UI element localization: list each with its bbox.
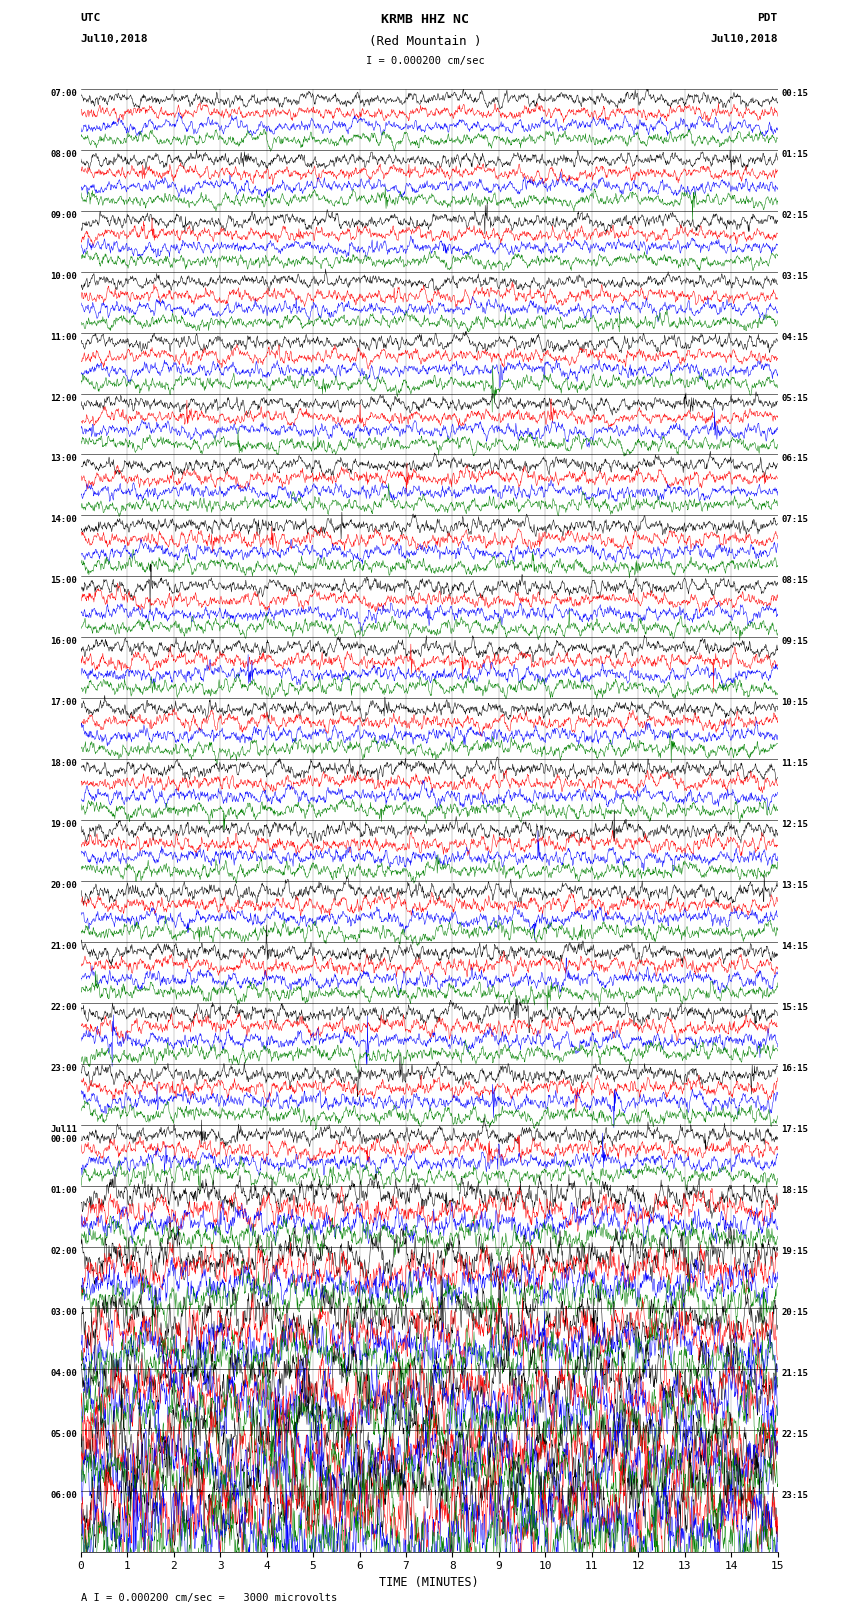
Text: 09:15: 09:15 <box>781 637 808 647</box>
Text: I = 0.000200 cm/sec: I = 0.000200 cm/sec <box>366 56 484 66</box>
Text: 07:15: 07:15 <box>781 516 808 524</box>
Text: 20:00: 20:00 <box>50 881 77 890</box>
Text: 22:15: 22:15 <box>781 1429 808 1439</box>
Text: 08:15: 08:15 <box>781 576 808 586</box>
Text: 14:00: 14:00 <box>50 516 77 524</box>
X-axis label: TIME (MINUTES): TIME (MINUTES) <box>379 1576 479 1589</box>
Text: 15:15: 15:15 <box>781 1003 808 1011</box>
Text: 12:15: 12:15 <box>781 821 808 829</box>
Text: 21:15: 21:15 <box>781 1369 808 1378</box>
Text: (Red Mountain ): (Red Mountain ) <box>369 35 481 48</box>
Text: 06:15: 06:15 <box>781 455 808 463</box>
Text: 06:00: 06:00 <box>50 1490 77 1500</box>
Text: 02:15: 02:15 <box>781 211 808 219</box>
Text: 03:15: 03:15 <box>781 271 808 281</box>
Text: Jul10,2018: Jul10,2018 <box>81 34 148 44</box>
Text: 01:00: 01:00 <box>50 1186 77 1195</box>
Text: 17:15: 17:15 <box>781 1124 808 1134</box>
Text: 22:00: 22:00 <box>50 1003 77 1011</box>
Text: 12:00: 12:00 <box>50 394 77 403</box>
Text: 16:00: 16:00 <box>50 637 77 647</box>
Text: 15:00: 15:00 <box>50 576 77 586</box>
Text: 19:00: 19:00 <box>50 821 77 829</box>
Text: 00:15: 00:15 <box>781 89 808 98</box>
Text: 03:00: 03:00 <box>50 1308 77 1316</box>
Text: 01:15: 01:15 <box>781 150 808 158</box>
Text: 11:15: 11:15 <box>781 760 808 768</box>
Text: UTC: UTC <box>81 13 101 23</box>
Text: 16:15: 16:15 <box>781 1065 808 1073</box>
Text: 07:00: 07:00 <box>50 89 77 98</box>
Text: A I = 0.000200 cm/sec =   3000 microvolts: A I = 0.000200 cm/sec = 3000 microvolts <box>81 1594 337 1603</box>
Text: 04:15: 04:15 <box>781 332 808 342</box>
Text: 18:15: 18:15 <box>781 1186 808 1195</box>
Text: 05:00: 05:00 <box>50 1429 77 1439</box>
Text: 18:00: 18:00 <box>50 760 77 768</box>
Text: 08:00: 08:00 <box>50 150 77 158</box>
Text: 11:00: 11:00 <box>50 332 77 342</box>
Text: KRMB HHZ NC: KRMB HHZ NC <box>381 13 469 26</box>
Text: 19:15: 19:15 <box>781 1247 808 1257</box>
Text: 04:00: 04:00 <box>50 1369 77 1378</box>
Text: 05:15: 05:15 <box>781 394 808 403</box>
Text: PDT: PDT <box>757 13 778 23</box>
Text: 10:00: 10:00 <box>50 271 77 281</box>
Text: 09:00: 09:00 <box>50 211 77 219</box>
Text: 23:00: 23:00 <box>50 1065 77 1073</box>
Text: 10:15: 10:15 <box>781 698 808 706</box>
Text: Jul10,2018: Jul10,2018 <box>711 34 778 44</box>
Text: 17:00: 17:00 <box>50 698 77 706</box>
Text: 02:00: 02:00 <box>50 1247 77 1257</box>
Text: 14:15: 14:15 <box>781 942 808 952</box>
Text: 21:00: 21:00 <box>50 942 77 952</box>
Text: 13:00: 13:00 <box>50 455 77 463</box>
Text: 23:15: 23:15 <box>781 1490 808 1500</box>
Text: 13:15: 13:15 <box>781 881 808 890</box>
Text: 20:15: 20:15 <box>781 1308 808 1316</box>
Text: Jul11
00:00: Jul11 00:00 <box>50 1124 77 1144</box>
